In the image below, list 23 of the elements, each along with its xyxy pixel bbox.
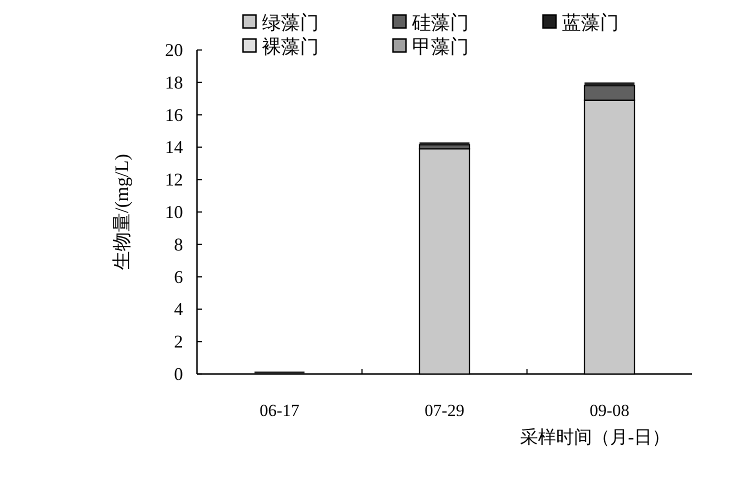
y-tick-label: 16 bbox=[165, 104, 183, 125]
y-tick-label: 0 bbox=[174, 364, 183, 384]
x-tick-label: 07-29 bbox=[424, 401, 464, 420]
y-tick-label: 4 bbox=[174, 299, 183, 320]
legend-label: 绿藻门 bbox=[262, 12, 319, 34]
y-tick-label: 8 bbox=[174, 234, 183, 254]
x-tick-label: 06-17 bbox=[260, 401, 300, 420]
legend-label: 硅藻门 bbox=[411, 12, 469, 34]
bar bbox=[584, 82, 634, 86]
legend-label: 蓝藻门 bbox=[562, 12, 619, 34]
y-tick-label: 6 bbox=[174, 266, 183, 287]
y-axis-title: 生物量/(mg/L) bbox=[112, 154, 133, 270]
y-tick-label: 10 bbox=[165, 202, 183, 222]
legend-label: 甲藻门 bbox=[412, 36, 469, 58]
y-tick-label: 12 bbox=[165, 170, 183, 190]
y-tick-label: 14 bbox=[165, 137, 183, 158]
y-tick-label: 18 bbox=[165, 72, 183, 92]
bar bbox=[420, 142, 470, 145]
x-tick-label: 09-08 bbox=[590, 401, 630, 420]
legend-label: 裸藻门 bbox=[262, 36, 319, 58]
y-tick-label: 2 bbox=[174, 332, 183, 352]
x-axis-title: 采样时间（月-日） bbox=[520, 427, 670, 447]
y-tick-label: 20 bbox=[165, 40, 183, 60]
